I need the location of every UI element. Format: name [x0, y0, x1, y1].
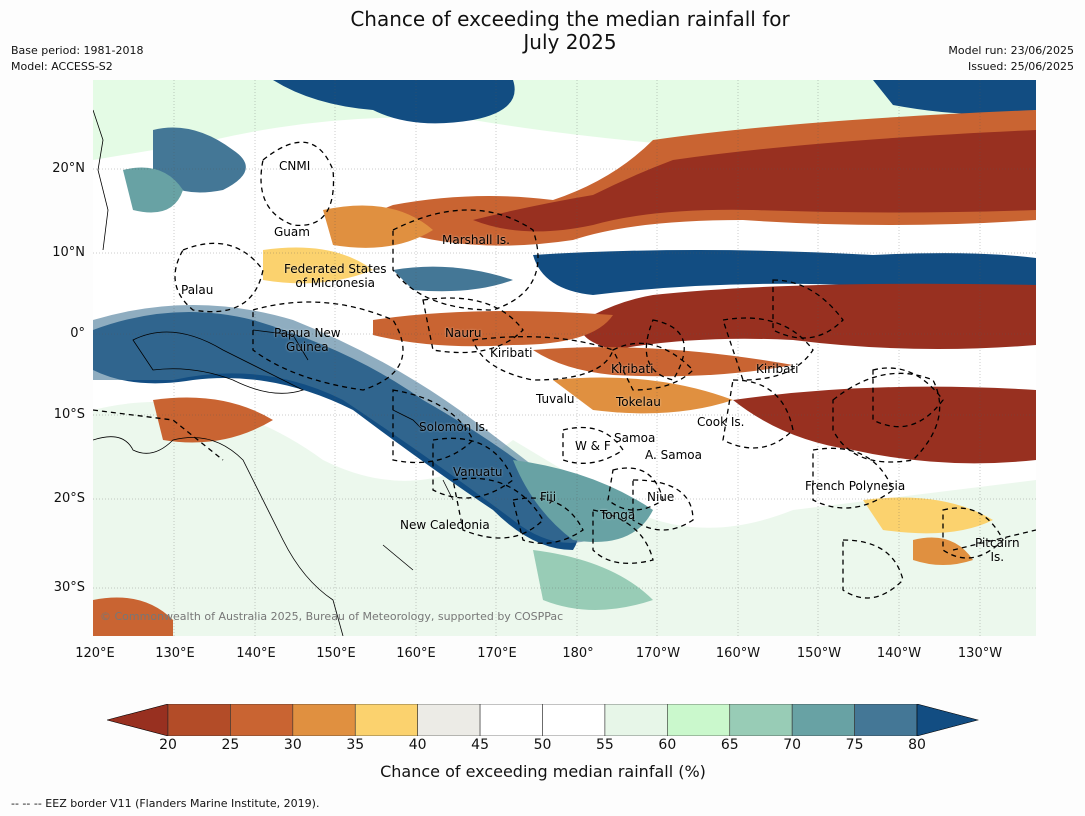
colorbar-tick-label: 35 — [346, 737, 365, 753]
title-line-2: July 2025 — [523, 30, 617, 54]
colorbar-segment — [167, 704, 231, 736]
lon-label-170w: 170°W — [635, 646, 681, 661]
lon-label-140w: 140°W — [876, 646, 922, 661]
colorbar-tick-label: 55 — [595, 737, 614, 753]
lat-label-20s: 20°S — [53, 491, 85, 506]
place-tuvalu: Tuvalu — [536, 392, 575, 406]
colorbar-extend-low — [107, 704, 169, 736]
place-png: Papua New Guinea — [274, 326, 341, 354]
place-new-caledonia: New Caledonia — [400, 518, 490, 532]
meta-right: Model run: 23/06/2025 Issued: 25/06/2025 — [948, 43, 1074, 75]
lon-label-160w: 160°W — [715, 646, 761, 661]
colorbar-tick-label: 25 — [221, 737, 240, 753]
colorbar-extend-high — [916, 704, 979, 736]
place-niue: Niue — [647, 490, 675, 504]
map-canvas — [93, 80, 1036, 636]
place-kiribati-central: Kiribati — [611, 362, 654, 376]
place-tonga: Tonga — [600, 508, 636, 522]
issued-date: Issued: 25/06/2025 — [967, 60, 1074, 73]
lon-label-170e: 170°E — [477, 646, 517, 661]
map-title: Chance of exceeding the median rainfall … — [0, 8, 1085, 54]
colorbar-tick-label: 65 — [720, 737, 739, 753]
colorbar-tick-label: 45 — [471, 737, 489, 753]
place-fsm-line-1: Federated States — [284, 262, 387, 276]
place-pitcairn-line-2: Is. — [990, 550, 1005, 564]
colorbar-segment — [791, 704, 855, 736]
place-png-line-2: Guinea — [286, 340, 329, 354]
colorbar-segment — [604, 704, 668, 736]
lat-label-0: 0° — [70, 326, 85, 341]
colorbar-tick-label: 20 — [159, 737, 177, 753]
place-american-samoa: A. Samoa — [645, 448, 702, 462]
place-fsm-line-2: of Micronesia — [295, 276, 376, 290]
colorbar-segment — [417, 704, 481, 736]
base-period: Base period: 1981-2018 — [11, 44, 144, 57]
eez-footnote: -- -- -- EEZ border V11 (Flanders Marine… — [11, 797, 320, 810]
place-nauru: Nauru — [445, 326, 482, 340]
place-french-polynesia: French Polynesia — [805, 479, 906, 493]
lon-label-180: 180° — [562, 646, 594, 661]
place-guam: Guam — [274, 225, 310, 239]
place-fsm: Federated States of Micronesia — [284, 262, 386, 290]
lon-label-160e: 160°E — [396, 646, 436, 661]
place-vanuatu: Vanuatu — [453, 465, 503, 479]
place-marshall-islands: Marshall Is. — [442, 233, 510, 247]
place-palau: Palau — [181, 283, 214, 297]
place-cook-islands: Cook Is. — [697, 415, 745, 429]
place-pitcairn: Pitcairn Is. — [975, 536, 1020, 564]
colorbar-tick-label: 40 — [408, 737, 427, 753]
colorbar-segment — [854, 704, 918, 736]
place-png-line-1: Papua New — [274, 326, 341, 340]
place-kiribati-east: Kiribati — [756, 362, 799, 376]
lon-label-120e: 120°E — [75, 646, 115, 661]
place-solomon-islands: Solomon Is. — [419, 420, 489, 434]
colorbar-segment — [729, 704, 793, 736]
colorbar-tick-label: 80 — [908, 737, 926, 753]
rainfall-map — [93, 80, 1036, 636]
place-fiji: Fiji — [540, 490, 557, 504]
meta-left: Base period: 1981-2018 Model: ACCESS-S2 — [11, 43, 143, 75]
copyright-notice: © Commonwealth of Australia 2025, Bureau… — [100, 610, 564, 623]
lon-label-140e: 140°E — [236, 646, 276, 661]
lat-label-20n: 20°N — [52, 161, 85, 176]
lat-label-10n: 10°N — [52, 245, 85, 260]
colorbar-segment — [542, 704, 606, 736]
lat-label-30s: 30°S — [53, 580, 85, 595]
place-kiribati-west: Kiribati — [490, 346, 533, 360]
place-tokelau: Tokelau — [616, 395, 661, 409]
colorbar-tick-label: 70 — [783, 737, 802, 753]
place-samoa: Samoa — [614, 431, 656, 445]
place-pitcairn-line-1: Pitcairn — [975, 536, 1020, 550]
colorbar-tick-label: 30 — [283, 737, 302, 753]
title-line-1: Chance of exceeding the median rainfall … — [350, 7, 790, 31]
lon-label-130w: 130°W — [957, 646, 1003, 661]
colorbar-tick-label: 60 — [658, 737, 677, 753]
lon-label-150w: 150°W — [796, 646, 842, 661]
lon-label-150e: 150°E — [316, 646, 356, 661]
model-name: Model: ACCESS-S2 — [11, 60, 113, 73]
colorbar-segment — [354, 704, 418, 736]
colorbar-segment — [479, 704, 543, 736]
colorbar-label: Chance of exceeding median rainfall (%) — [380, 762, 706, 781]
place-cnmi: CNMI — [279, 159, 311, 173]
colorbar-segment — [230, 704, 294, 736]
colorbar-segment — [667, 704, 731, 736]
lon-label-130e: 130°E — [155, 646, 195, 661]
colorbar-tick-label: 50 — [533, 737, 552, 753]
colorbar-tick-label: 75 — [845, 737, 864, 753]
lat-label-10s: 10°S — [53, 407, 85, 422]
model-run: Model run: 23/06/2025 — [948, 44, 1074, 57]
colorbar — [107, 704, 979, 736]
colorbar-segment — [292, 704, 356, 736]
place-wallis-futuna: W & F — [575, 439, 611, 453]
